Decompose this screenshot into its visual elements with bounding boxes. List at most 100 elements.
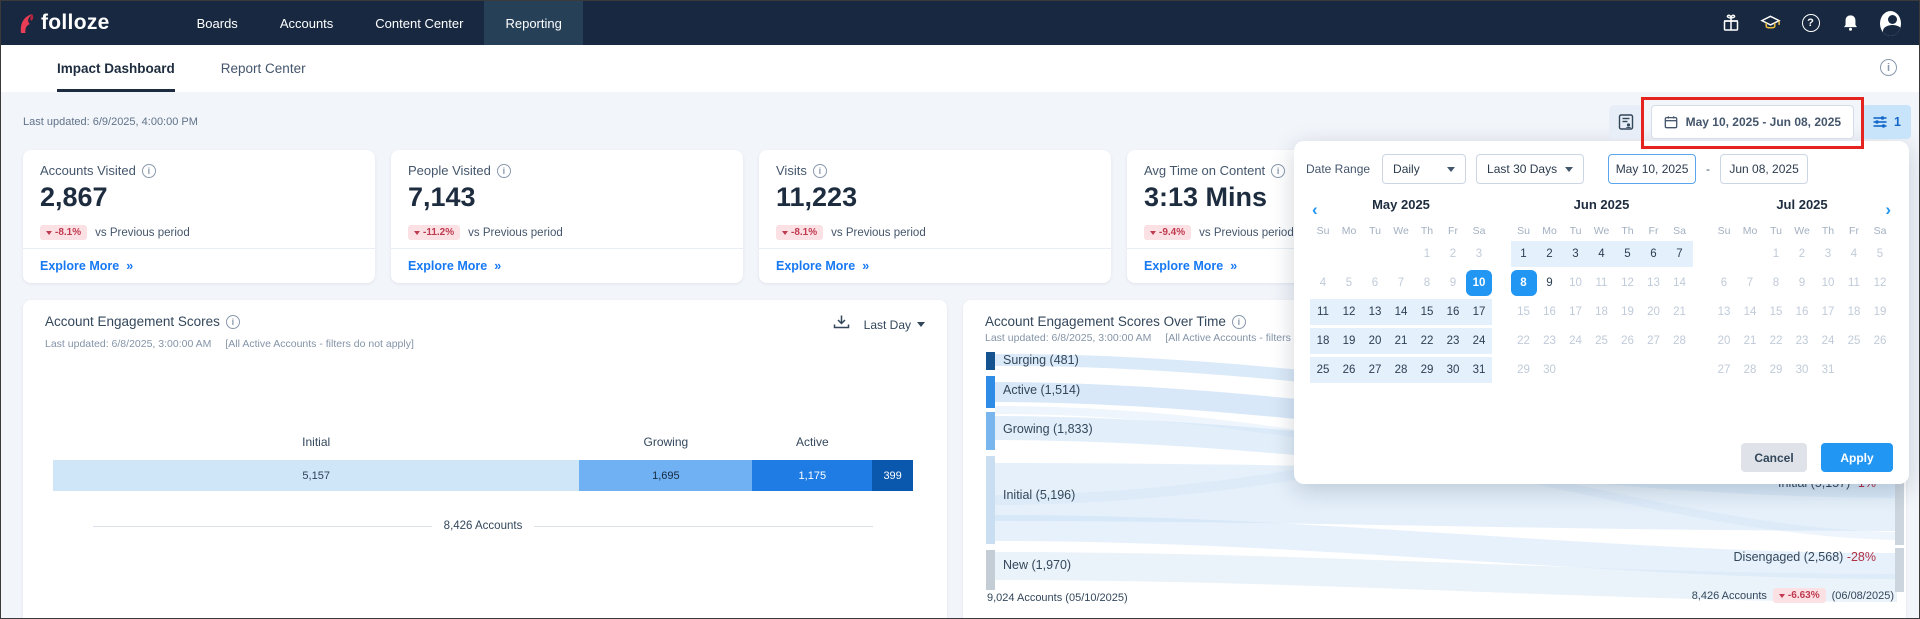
calendar-day[interactable]: 3 bbox=[1466, 241, 1492, 267]
filters-button[interactable]: 1 bbox=[1862, 105, 1911, 139]
calendar-day[interactable]: 7 bbox=[1388, 270, 1414, 296]
calendar-day[interactable]: 20 bbox=[1641, 299, 1667, 325]
calendar-day[interactable]: 2 bbox=[1440, 241, 1466, 267]
calendar-day[interactable]: 20 bbox=[1362, 328, 1388, 354]
calendar-day[interactable]: 17 bbox=[1466, 299, 1492, 325]
calendar-day[interactable]: 29 bbox=[1511, 357, 1537, 383]
calendar-day[interactable]: 7 bbox=[1667, 241, 1693, 267]
page-info-icon[interactable]: i bbox=[1880, 59, 1897, 76]
explore-more-link[interactable]: Explore More» bbox=[408, 259, 501, 273]
calendar-day[interactable]: 11 bbox=[1841, 270, 1867, 296]
sankey-node-growing[interactable] bbox=[986, 412, 995, 450]
calendar-day[interactable]: 26 bbox=[1336, 357, 1362, 383]
calendar-day[interactable]: 3 bbox=[1815, 241, 1841, 267]
calendar-day[interactable]: 20 bbox=[1711, 328, 1737, 354]
explore-more-link[interactable]: Explore More» bbox=[776, 259, 869, 273]
calendar-day[interactable]: 27 bbox=[1711, 357, 1737, 383]
cancel-button[interactable]: Cancel bbox=[1741, 443, 1807, 472]
calendar-day[interactable]: 23 bbox=[1440, 328, 1466, 354]
calendar-day[interactable]: 18 bbox=[1841, 299, 1867, 325]
calendar-day[interactable]: 28 bbox=[1388, 357, 1414, 383]
calendar-day[interactable]: 12 bbox=[1867, 270, 1893, 296]
calendar-day[interactable]: 7 bbox=[1737, 270, 1763, 296]
calendar-day[interactable]: 12 bbox=[1336, 299, 1362, 325]
preset-select[interactable]: Last 30 Days bbox=[1476, 154, 1584, 184]
calendar-day[interactable]: 2 bbox=[1537, 241, 1563, 267]
calendar-day[interactable]: 17 bbox=[1815, 299, 1841, 325]
calendar-day[interactable]: 3 bbox=[1563, 241, 1589, 267]
sankey-node-initial[interactable] bbox=[986, 456, 995, 544]
calendar-day[interactable]: 9 bbox=[1537, 270, 1563, 296]
calendar-day[interactable]: 18 bbox=[1589, 299, 1615, 325]
date-range-button[interactable]: May 10, 2025 - Jun 08, 2025 bbox=[1651, 105, 1854, 139]
calendar-day[interactable]: 10 bbox=[1466, 270, 1492, 296]
chart-range-dropdown[interactable]: Last Day bbox=[864, 318, 925, 332]
calendar-day[interactable]: 5 bbox=[1336, 270, 1362, 296]
nav-item-accounts[interactable]: Accounts bbox=[259, 1, 354, 45]
calendar-day[interactable]: 30 bbox=[1537, 357, 1563, 383]
calendar-day[interactable]: 18 bbox=[1310, 328, 1336, 354]
calendar-day[interactable]: 4 bbox=[1589, 241, 1615, 267]
calendar-day[interactable]: 26 bbox=[1615, 328, 1641, 354]
granularity-select[interactable]: Daily bbox=[1382, 154, 1466, 184]
calendar-next-icon[interactable]: › bbox=[1885, 201, 1891, 218]
calendar-day[interactable]: 1 bbox=[1414, 241, 1440, 267]
calendar-day[interactable]: 1 bbox=[1511, 241, 1537, 267]
calendar-day[interactable]: 31 bbox=[1815, 357, 1841, 383]
calendar-day[interactable]: 26 bbox=[1867, 328, 1893, 354]
calendar-day[interactable]: 15 bbox=[1511, 299, 1537, 325]
calendar-day[interactable]: 21 bbox=[1667, 299, 1693, 325]
info-icon[interactable]: i bbox=[813, 164, 827, 178]
help-icon[interactable]: ? bbox=[1800, 13, 1821, 34]
calendar-day[interactable]: 1 bbox=[1763, 241, 1789, 267]
bar-segment-growing[interactable]: 1,695 bbox=[579, 460, 752, 491]
calendar-day[interactable]: 22 bbox=[1511, 328, 1537, 354]
calendar-day[interactable]: 8 bbox=[1511, 270, 1537, 296]
calendar-day[interactable]: 15 bbox=[1414, 299, 1440, 325]
calendar-day[interactable]: 8 bbox=[1763, 270, 1789, 296]
info-icon[interactable]: i bbox=[142, 164, 156, 178]
bar-segment-active[interactable]: 1,175 bbox=[752, 460, 872, 491]
bar-segment-last[interactable]: 399 bbox=[872, 460, 913, 491]
calendar-day[interactable]: 30 bbox=[1789, 357, 1815, 383]
calendar-prev-icon[interactable]: ‹ bbox=[1312, 201, 1318, 218]
calendar-day[interactable]: 5 bbox=[1867, 241, 1893, 267]
calendar-day[interactable]: 16 bbox=[1440, 299, 1466, 325]
calendar-day[interactable]: 2 bbox=[1789, 241, 1815, 267]
calendar-day[interactable]: 14 bbox=[1667, 270, 1693, 296]
download-button[interactable] bbox=[833, 314, 850, 335]
calendar-day[interactable]: 25 bbox=[1310, 357, 1336, 383]
calendar-day[interactable]: 23 bbox=[1537, 328, 1563, 354]
calendar-day[interactable]: 16 bbox=[1789, 299, 1815, 325]
explore-more-link[interactable]: Explore More» bbox=[1144, 259, 1237, 273]
sankey-node-new[interactable] bbox=[986, 550, 995, 590]
calendar-day[interactable]: 16 bbox=[1537, 299, 1563, 325]
sankey-node-active[interactable] bbox=[986, 376, 995, 408]
calendar-day[interactable]: 10 bbox=[1815, 270, 1841, 296]
calendar-day[interactable]: 17 bbox=[1563, 299, 1589, 325]
calendar-day[interactable]: 28 bbox=[1667, 328, 1693, 354]
nav-item-content-center[interactable]: Content Center bbox=[354, 1, 484, 45]
info-icon[interactable]: i bbox=[1271, 164, 1285, 178]
calendar-day[interactable]: 24 bbox=[1466, 328, 1492, 354]
calendar-day[interactable]: 12 bbox=[1615, 270, 1641, 296]
calendar-day[interactable]: 29 bbox=[1763, 357, 1789, 383]
calendar-day[interactable]: 30 bbox=[1440, 357, 1466, 383]
calendar-day[interactable]: 28 bbox=[1737, 357, 1763, 383]
calendar-day[interactable]: 14 bbox=[1737, 299, 1763, 325]
end-date-input[interactable]: Jun 08, 2025 bbox=[1720, 154, 1808, 184]
calendar-day[interactable]: 27 bbox=[1641, 328, 1667, 354]
calendar-day[interactable]: 11 bbox=[1589, 270, 1615, 296]
sankey-node-disengaged-end[interactable] bbox=[1895, 548, 1904, 592]
calendar-day[interactable]: 10 bbox=[1563, 270, 1589, 296]
calendar-day[interactable]: 6 bbox=[1362, 270, 1388, 296]
calendar-day[interactable]: 6 bbox=[1641, 241, 1667, 267]
calendar-day[interactable]: 19 bbox=[1336, 328, 1362, 354]
gift-icon[interactable] bbox=[1720, 13, 1741, 34]
calendar-day[interactable]: 4 bbox=[1841, 241, 1867, 267]
calendar-day[interactable]: 19 bbox=[1867, 299, 1893, 325]
calendar-day[interactable]: 24 bbox=[1563, 328, 1589, 354]
nav-item-boards[interactable]: Boards bbox=[176, 1, 259, 45]
explore-more-link[interactable]: Explore More» bbox=[40, 259, 133, 273]
tab-impact-dashboard[interactable]: Impact Dashboard bbox=[57, 45, 175, 92]
